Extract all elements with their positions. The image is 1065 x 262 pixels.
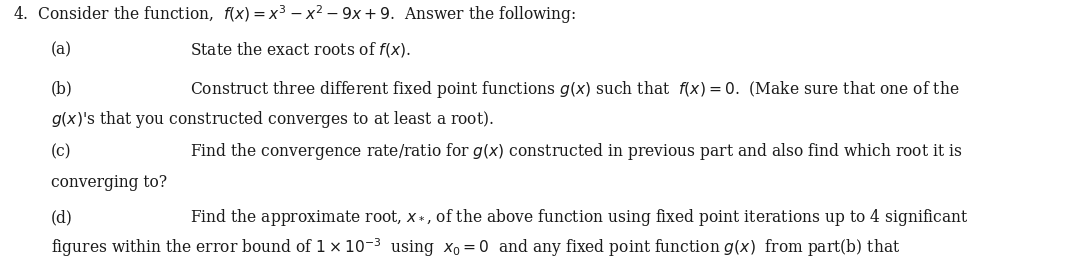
Text: figures within the error bound of $1 \times 10^{-3}$  using  $x_0 = 0$  and any : figures within the error bound of $1 \ti…: [51, 236, 900, 259]
Text: (a): (a): [51, 41, 72, 58]
Text: Construct three different fixed point functions $g(x)$ such that  $f(x) = 0$.  (: Construct three different fixed point fu…: [190, 79, 960, 100]
Text: Find the convergence rate/ratio for $g(x)$ constructed in previous part and also: Find the convergence rate/ratio for $g(x…: [190, 141, 962, 162]
Text: converging to?: converging to?: [51, 174, 167, 190]
Text: Find the approximate root, $x_*$, of the above function using fixed point iterat: Find the approximate root, $x_*$, of the…: [190, 207, 968, 228]
Text: (b): (b): [51, 81, 73, 97]
Text: (c): (c): [51, 144, 71, 160]
Text: 4.  Consider the function,  $f(x) = x^3 - x^2 - 9x + 9$.  Answer the following:: 4. Consider the function, $f(x) = x^3 - …: [13, 3, 576, 26]
Text: $g(x)$'s that you constructed converges to at least a root).: $g(x)$'s that you constructed converges …: [51, 109, 494, 130]
Text: (d): (d): [51, 209, 73, 226]
Text: State the exact roots of $f(x)$.: State the exact roots of $f(x)$.: [190, 40, 411, 59]
